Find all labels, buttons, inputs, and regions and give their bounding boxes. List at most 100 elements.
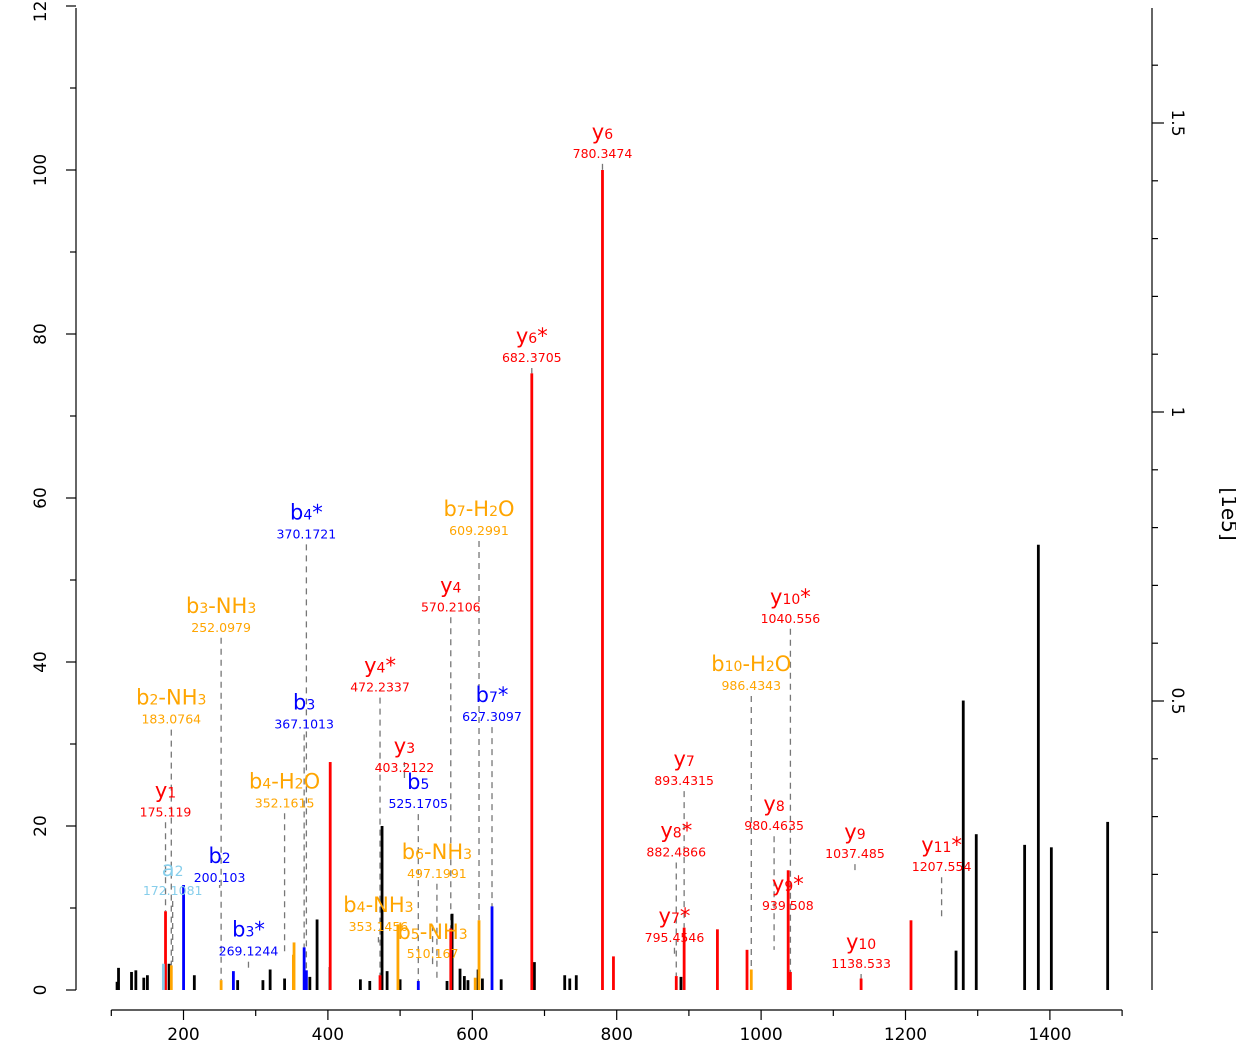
unassigned-peak bbox=[462, 976, 466, 990]
unassigned-peak bbox=[568, 978, 572, 990]
right-tick-label: 1.5 bbox=[1167, 109, 1187, 136]
unassigned-peak bbox=[117, 967, 120, 990]
unassigned-peak bbox=[961, 700, 965, 990]
annotated-peak-y4 bbox=[449, 928, 453, 990]
annotated-peak-y10 bbox=[859, 978, 863, 990]
unassigned-peak bbox=[358, 979, 362, 990]
ion-mz-label: 370.1721 bbox=[277, 526, 337, 541]
annotated-peak-b7-H2O bbox=[477, 920, 481, 990]
unassigned-peak bbox=[574, 975, 578, 990]
ion-label-y6*: y6* bbox=[516, 324, 548, 348]
x-tick-label: 600 bbox=[456, 1025, 488, 1045]
unassigned-peak bbox=[130, 971, 133, 990]
ion-mz-label: 627.3097 bbox=[462, 709, 522, 724]
ion-label-y4*: y4* bbox=[364, 654, 396, 678]
ion-mz-label: 367.1013 bbox=[274, 717, 334, 732]
annotated-peak-y4* bbox=[378, 975, 382, 990]
ion-mz-label: 682.3705 bbox=[502, 350, 562, 365]
axes: 200 400 600 800 1000 1200 14000204060801001200… bbox=[31, 0, 1187, 1045]
unassigned-peak bbox=[445, 980, 449, 990]
right-tick-label: 1 bbox=[1167, 407, 1187, 418]
annotated-peak-y9 bbox=[786, 870, 790, 990]
annotated-peak-b3 bbox=[302, 947, 306, 990]
ion-label-y10*: y10* bbox=[770, 585, 811, 609]
unassigned-peak bbox=[466, 980, 470, 990]
ion-mz-label: 980.4635 bbox=[744, 818, 804, 833]
annotated-peak-b3-NH3 bbox=[219, 980, 223, 990]
unassigned-peak bbox=[398, 979, 402, 990]
unassigned-peak bbox=[308, 976, 312, 990]
ion-mz-label: 609.2991 bbox=[449, 523, 509, 538]
ion-label-y7: y7 bbox=[673, 747, 694, 771]
peak-bars bbox=[115, 170, 1110, 990]
annotated-peak-b7* bbox=[490, 906, 494, 990]
unassigned-peak bbox=[974, 834, 978, 990]
annotated-peak-y6 bbox=[601, 170, 604, 990]
y-tick-label: 80 bbox=[31, 323, 51, 345]
ion-label-y3: y3 bbox=[394, 734, 415, 758]
ion-mz-label: 1207.554 bbox=[912, 859, 972, 874]
ion-label-y10: y10 bbox=[846, 930, 876, 954]
unassigned-peak bbox=[679, 976, 683, 990]
annotated-peak-y8 bbox=[745, 949, 749, 990]
ion-label-a2: a2 bbox=[162, 857, 184, 881]
unassigned-peak bbox=[458, 968, 462, 990]
ion-mz-label: 570.2106 bbox=[421, 599, 481, 614]
x-tick-label: 800 bbox=[600, 1025, 632, 1045]
unassigned-peak bbox=[268, 969, 272, 990]
annotated-peak-y7 bbox=[682, 927, 686, 990]
annotated-peak-y9* bbox=[716, 929, 719, 990]
y-tick-label: 60 bbox=[31, 487, 51, 509]
ion-label-b3-NH: b3-NH3 bbox=[186, 594, 256, 618]
ion-mz-label: 780.3474 bbox=[573, 146, 633, 161]
ion-mz-label: 795.4546 bbox=[645, 930, 705, 945]
ion-label-b5: b5 bbox=[407, 770, 429, 794]
annotated-peak-b5-NH3 bbox=[396, 924, 400, 990]
y-tick-label: 120 bbox=[31, 0, 51, 22]
ion-label-b6-NH: b6-NH3 bbox=[402, 840, 472, 864]
ion-mz-label: 269.1244 bbox=[219, 944, 279, 959]
unassigned-peak bbox=[146, 975, 149, 990]
x-tick-label: 1000 bbox=[739, 1025, 782, 1045]
annotated-peak-y7* bbox=[612, 956, 615, 990]
ion-mz-label: 939.508 bbox=[762, 898, 814, 913]
annotated-peak-y3 bbox=[328, 762, 332, 990]
annotated-peak-y8* bbox=[674, 976, 678, 990]
ion-mz-label: 183.0764 bbox=[141, 712, 201, 727]
ion-mz-label: 986.4343 bbox=[721, 678, 781, 693]
ion-label-b10-H: b10-H2O bbox=[711, 652, 791, 676]
annotated-peak-b3* bbox=[231, 971, 235, 990]
peak-labels: y1 175.119 a2 172.1081 b2-NH3 183.0764 b2 200.1… bbox=[136, 120, 971, 971]
unassigned-peak bbox=[532, 962, 536, 990]
unassigned-peak bbox=[283, 978, 286, 990]
annotated-peak-b6-NH3 bbox=[473, 977, 477, 990]
ion-label-y6: y6 bbox=[592, 120, 613, 144]
ion-mz-label: 472.2337 bbox=[350, 680, 410, 695]
unassigned-peak bbox=[481, 978, 484, 990]
unassigned-peak bbox=[954, 950, 958, 990]
ion-label-y4: y4 bbox=[440, 573, 461, 597]
ion-mz-label: 353.1456 bbox=[349, 919, 409, 934]
x-tick-label: 1400 bbox=[1028, 1025, 1071, 1045]
unassigned-peak bbox=[499, 979, 503, 990]
unassigned-peak bbox=[236, 980, 240, 990]
ion-label-b4*: b4* bbox=[290, 500, 323, 524]
unassigned-peak bbox=[134, 970, 138, 990]
unassigned-peak bbox=[167, 963, 171, 990]
annotated-peak-y1 bbox=[164, 911, 167, 990]
x-tick-label: 1200 bbox=[884, 1025, 927, 1045]
annotated-peak-y6* bbox=[530, 373, 534, 990]
annotated-peak-b5 bbox=[416, 980, 420, 990]
ion-label-y8: y8 bbox=[763, 792, 784, 816]
annotated-peak-b4* bbox=[304, 970, 308, 990]
unassigned-peak bbox=[385, 971, 389, 990]
ion-label-b5-NH: b5-NH3 bbox=[397, 920, 467, 944]
ion-label-b3*: b3* bbox=[232, 918, 265, 942]
ion-label-b4-NH: b4-NH3 bbox=[343, 893, 413, 917]
ion-label-b7-H: b7-H2O bbox=[443, 497, 514, 521]
ion-mz-label: 525.1705 bbox=[388, 796, 448, 811]
x-tick-label: 200 bbox=[167, 1025, 199, 1045]
unassigned-peak bbox=[368, 980, 372, 990]
y-tick-label: 20 bbox=[31, 815, 51, 837]
